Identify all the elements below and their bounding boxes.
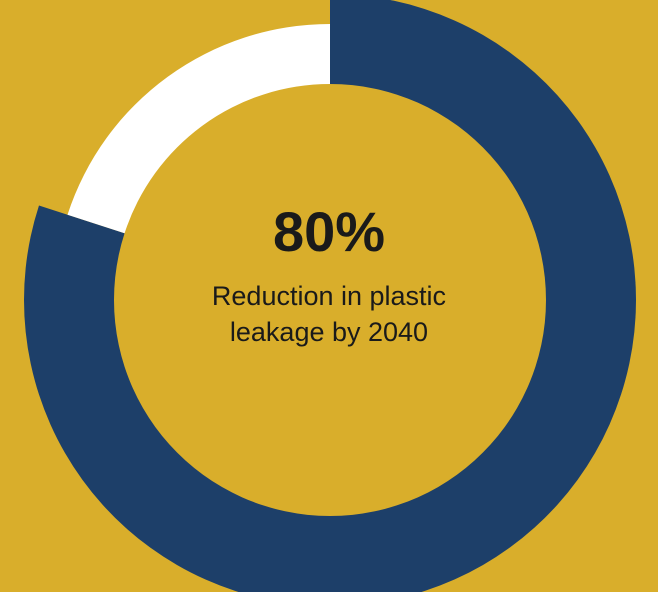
donut-slices [24,0,636,592]
donut-slice-remainder [67,24,330,234]
caption-text: Reduction in plastic leakage by 2040 [211,281,447,347]
center-label: 80% Reduction in plastic leakage by 2040 [129,200,529,350]
percentage-value: 80% [272,200,386,263]
